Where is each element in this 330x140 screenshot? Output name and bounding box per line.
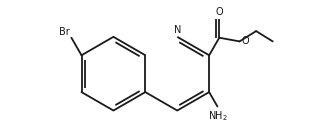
Text: N: N [174,25,181,35]
Text: O: O [241,36,249,46]
Text: NH$_2$: NH$_2$ [208,109,228,123]
Text: Br: Br [59,27,70,37]
Text: O: O [215,7,223,18]
